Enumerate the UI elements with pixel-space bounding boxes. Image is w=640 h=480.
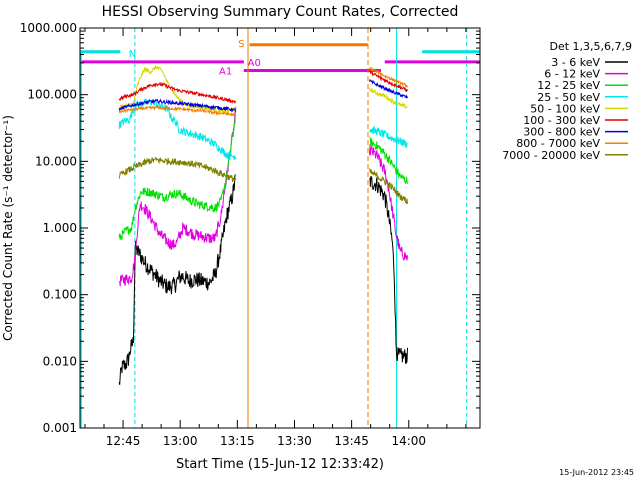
series-line-segment xyxy=(118,98,237,161)
legend-entry-label: 12 - 25 keV xyxy=(537,79,600,92)
flag-s-label: S xyxy=(238,39,244,50)
x-tick-label: 13:15 xyxy=(220,434,255,448)
y-tick-label: 1.000 xyxy=(43,221,77,235)
series-100to300keV-keV xyxy=(118,69,408,104)
series-line-segment xyxy=(369,78,408,99)
series-6to12keV-keV xyxy=(118,107,408,287)
y-tick-label: 10.000 xyxy=(35,154,77,168)
x-tick-label: 12:45 xyxy=(106,434,141,448)
y-tick-label: 0.100 xyxy=(43,288,77,302)
y-tick-label: 0.001 xyxy=(43,421,77,435)
series-line-segment xyxy=(118,113,237,240)
flag-a0-label: A0 xyxy=(248,58,261,69)
series-line-segment xyxy=(369,66,408,89)
series-line-segment xyxy=(369,87,408,110)
series-layer xyxy=(118,65,408,385)
legend-entry-label: 300 - 800 keV xyxy=(523,126,600,139)
series-7000to20000keV-keV xyxy=(118,156,408,205)
plot-frame xyxy=(79,27,481,429)
legend-entry-label: 7000 - 20000 keV xyxy=(502,149,600,162)
series-line-segment xyxy=(369,175,408,364)
series-3to6keV-keV xyxy=(118,174,408,385)
series-800to7000keV-keV xyxy=(118,66,408,117)
flags-layer: N A0 A1 S xyxy=(80,28,480,428)
legend-entry-label: 25 - 50 keV xyxy=(537,91,600,104)
x-tick-label: 13:00 xyxy=(163,434,198,448)
series-line-segment xyxy=(369,125,408,148)
x-tick-label: 14:00 xyxy=(391,434,426,448)
axes-layer: 1000.000 100.000 10.000 1.000 0.100 0.010 0.00… xyxy=(20,21,480,448)
legend-entry-label: 6 - 12 keV xyxy=(544,68,600,81)
series-line-segment xyxy=(118,156,237,183)
y-axis-label: Corrected Count Rate (s⁻¹ detector⁻¹) xyxy=(1,115,15,341)
legend-entry-label: 800 - 7000 keV xyxy=(516,137,600,150)
series-line-segment xyxy=(369,136,408,184)
flag-a1-label: A1 xyxy=(219,67,232,78)
series-line-segment xyxy=(118,98,237,114)
series-25to50keV-keV xyxy=(118,98,408,161)
legend-entry-label: 3 - 6 keV xyxy=(551,56,600,69)
series-line-segment xyxy=(118,107,237,287)
x-axis-label: Start Time (15-Jun-12 12:33:42) xyxy=(176,457,384,472)
series-12to25keV-keV xyxy=(118,113,408,240)
y-tick-label: 100.000 xyxy=(27,88,77,102)
series-line-segment xyxy=(118,174,236,385)
x-tick-label: 13:30 xyxy=(277,434,312,448)
footer-timestamp: 15-Jun-2012 23:45 xyxy=(559,468,634,477)
y-tick-label: 0.010 xyxy=(43,354,77,368)
series-line-segment xyxy=(118,81,237,104)
series-line-segment xyxy=(369,69,408,92)
flag-n-label: N xyxy=(129,49,136,60)
series-line-segment xyxy=(118,104,237,117)
series-line-segment xyxy=(369,168,408,205)
legend-title: Det 1,3,5,6,7,9 xyxy=(549,40,632,53)
series-line-segment xyxy=(369,144,408,261)
legend-entry-label: 100 - 300 keV xyxy=(523,114,600,127)
series-300to800keV-keV xyxy=(118,78,408,114)
y-tick-label: 1000.000 xyxy=(20,21,77,35)
chart-title: HESSI Observing Summary Count Rates, Cor… xyxy=(102,4,459,20)
legend-entry-label: 50 - 100 keV xyxy=(530,102,600,115)
x-tick-label: 13:45 xyxy=(334,434,369,448)
